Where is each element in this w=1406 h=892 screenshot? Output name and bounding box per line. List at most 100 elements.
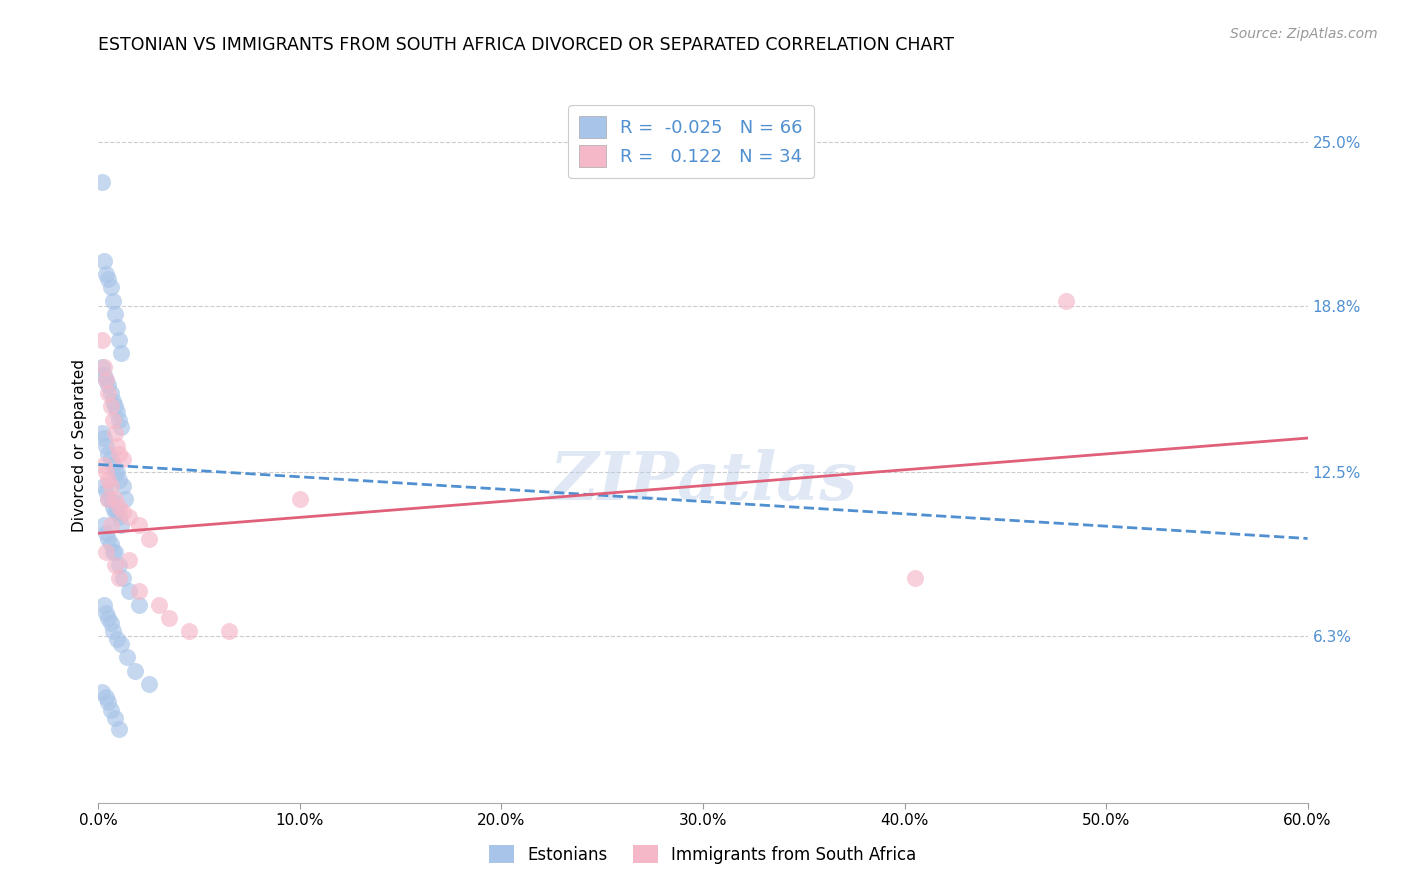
Point xyxy=(103,558,125,572)
Point xyxy=(115,650,138,665)
Point xyxy=(110,518,132,533)
Point xyxy=(91,175,114,189)
Point xyxy=(103,400,125,414)
Point xyxy=(100,386,122,401)
Point xyxy=(100,491,122,506)
Point xyxy=(218,624,240,638)
Point xyxy=(103,545,125,559)
Point xyxy=(91,425,114,440)
Point xyxy=(101,458,124,472)
Point xyxy=(93,359,115,374)
Point xyxy=(107,510,129,524)
Point xyxy=(107,447,129,461)
Point xyxy=(107,333,129,347)
Point xyxy=(100,452,122,467)
Point xyxy=(96,483,118,498)
Point xyxy=(288,491,311,506)
Point xyxy=(101,412,124,426)
Point xyxy=(118,552,141,566)
Point xyxy=(103,711,125,725)
Point xyxy=(91,333,114,347)
Point xyxy=(93,478,115,492)
Point xyxy=(110,346,132,360)
Point xyxy=(100,400,122,414)
Point xyxy=(93,518,115,533)
Point xyxy=(97,491,120,506)
Point xyxy=(103,307,125,321)
Point xyxy=(138,677,160,691)
Point xyxy=(157,611,180,625)
Point xyxy=(96,545,118,559)
Point xyxy=(138,532,160,546)
Point xyxy=(105,404,128,418)
Point xyxy=(100,518,122,533)
Point xyxy=(101,293,124,308)
Point xyxy=(103,466,125,480)
Point xyxy=(97,532,120,546)
Point xyxy=(96,606,118,620)
Point xyxy=(124,664,146,678)
Point xyxy=(103,491,125,506)
Point xyxy=(105,320,128,334)
Point xyxy=(179,624,201,638)
Point xyxy=(107,412,129,426)
Point xyxy=(96,373,118,387)
Point xyxy=(148,598,170,612)
Legend: Estonians, Immigrants from South Africa: Estonians, Immigrants from South Africa xyxy=(482,838,924,871)
Point xyxy=(904,571,927,585)
Point xyxy=(96,466,118,480)
Point xyxy=(96,373,118,387)
Point xyxy=(105,439,128,453)
Text: ESTONIAN VS IMMIGRANTS FROM SOUTH AFRICA DIVORCED OR SEPARATED CORRELATION CHART: ESTONIAN VS IMMIGRANTS FROM SOUTH AFRICA… xyxy=(98,36,955,54)
Point xyxy=(101,500,124,514)
Point xyxy=(97,491,120,506)
Point xyxy=(103,505,125,519)
Point xyxy=(128,598,150,612)
Point xyxy=(100,280,122,294)
Point xyxy=(118,584,141,599)
Point xyxy=(114,491,136,506)
Text: Source: ZipAtlas.com: Source: ZipAtlas.com xyxy=(1230,27,1378,41)
Point xyxy=(110,637,132,651)
Point xyxy=(97,695,120,709)
Point xyxy=(101,624,124,638)
Point xyxy=(100,703,122,717)
Point xyxy=(107,500,129,514)
Point xyxy=(97,611,120,625)
Point xyxy=(96,439,118,453)
Point xyxy=(1054,293,1077,308)
Point xyxy=(93,368,115,382)
Legend: R =  -0.025   N = 66, R =   0.122   N = 34: R = -0.025 N = 66, R = 0.122 N = 34 xyxy=(568,105,814,178)
Point xyxy=(128,518,150,533)
Point xyxy=(111,452,134,467)
Point xyxy=(91,685,114,699)
Point xyxy=(101,394,124,409)
Point xyxy=(97,378,120,392)
Point xyxy=(100,478,122,492)
Point xyxy=(93,458,115,472)
Point xyxy=(111,571,134,585)
Point xyxy=(97,474,120,488)
Point xyxy=(93,254,115,268)
Point xyxy=(118,510,141,524)
Point xyxy=(107,722,129,736)
Point xyxy=(105,632,128,646)
Point xyxy=(107,571,129,585)
Point xyxy=(97,447,120,461)
Point xyxy=(107,558,129,572)
Point xyxy=(96,526,118,541)
Point xyxy=(105,505,128,519)
Point xyxy=(103,425,125,440)
Point xyxy=(97,272,120,286)
Point xyxy=(96,690,118,704)
Point xyxy=(128,584,150,599)
Y-axis label: Divorced or Separated: Divorced or Separated xyxy=(72,359,87,533)
Point xyxy=(107,474,129,488)
Point xyxy=(93,431,115,445)
Point xyxy=(111,505,134,519)
Point xyxy=(110,420,132,434)
Point xyxy=(91,359,114,374)
Point xyxy=(101,545,124,559)
Point xyxy=(97,386,120,401)
Point xyxy=(96,267,118,281)
